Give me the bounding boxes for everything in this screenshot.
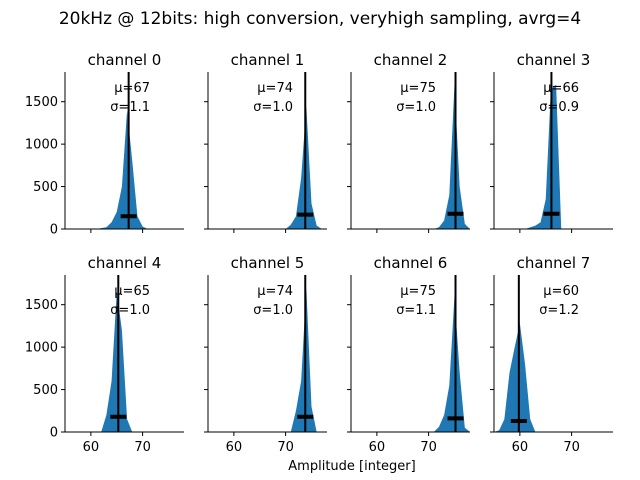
distribution-area [433, 296, 470, 432]
distribution-area [494, 323, 536, 432]
sigma-label: σ=1.0 [253, 303, 293, 318]
x-tick-label: 60 [226, 440, 243, 455]
panel-title: channel 6 [374, 254, 448, 272]
y-tick-label: 500 [33, 180, 58, 195]
figure-title: 20kHz @ 12bits: high conversion, veryhig… [59, 9, 581, 29]
y-tick-label: 0 [50, 426, 58, 441]
panel-title: channel 5 [231, 254, 305, 272]
panel-channel-4: 0 500 1000 1500 60 70 channel 4 μ=65 σ=1.0 [25, 254, 184, 455]
y-tick-label: 1500 [25, 95, 58, 110]
sigma-label: σ=1.0 [110, 303, 150, 318]
mu-label: μ=67 [114, 81, 150, 96]
panel-channel-2: channel 2 μ=75 σ=1.0 [347, 51, 470, 233]
x-tick-label: 70 [563, 440, 580, 455]
x-tick-label: 70 [134, 440, 151, 455]
panel-channel-5: 60 70 channel 5 μ=74 σ=1.0 [204, 254, 327, 455]
sigma-label: σ=1.0 [396, 100, 436, 115]
mu-label: μ=75 [400, 81, 436, 96]
distribution-area [285, 105, 322, 229]
y-tick-label: 1000 [25, 341, 58, 356]
panel-channel-7: 60 70 channel 7 μ=60 σ=1.2 [490, 254, 613, 455]
y-tick-label: 1000 [25, 138, 58, 153]
mu-label: μ=74 [257, 284, 293, 299]
x-tick-label: 60 [369, 440, 386, 455]
x-axis-label: Amplitude [integer] [288, 459, 415, 474]
panel-title: channel 3 [517, 51, 591, 69]
mu-label: μ=66 [543, 81, 579, 96]
distribution-area [290, 287, 317, 432]
mu-label: μ=74 [257, 81, 293, 96]
panel-title: channel 4 [88, 254, 162, 272]
mu-label: μ=60 [543, 284, 579, 299]
y-tick-label: 500 [33, 383, 58, 398]
panel-channel-6: 60 70 channel 6 μ=75 σ=1.1 [347, 254, 470, 455]
sigma-label: σ=1.1 [396, 303, 436, 318]
distribution-area [433, 84, 470, 229]
panel-title: channel 7 [517, 254, 591, 272]
sigma-label: σ=1.1 [110, 100, 150, 115]
panel-title: channel 1 [231, 51, 305, 69]
sigma-label: σ=1.2 [539, 303, 579, 318]
mu-label: μ=75 [400, 284, 436, 299]
panel-channel-0: 0 500 1000 1500 channel 0 μ=67 σ=1.1 [25, 51, 184, 238]
x-tick-label: 70 [277, 440, 294, 455]
panel-channel-1: channel 1 μ=74 σ=1.0 [204, 51, 327, 233]
panel-title: channel 2 [374, 51, 448, 69]
x-tick-label: 60 [512, 440, 529, 455]
panel-channel-3: channel 3 μ=66 σ=0.9 [490, 51, 613, 233]
x-tick-label: 60 [83, 440, 100, 455]
panels-layer: 0 500 1000 1500 channel 0 μ=67 σ=1.1 channel 1 μ… [25, 51, 613, 455]
y-tick-label: 1500 [25, 298, 58, 313]
x-tick-label: 70 [420, 440, 437, 455]
distribution-area [101, 291, 133, 432]
mu-label: μ=65 [114, 284, 150, 299]
y-tick-label: 0 [50, 223, 58, 238]
panel-title: channel 0 [88, 51, 162, 69]
distribution-area [96, 110, 148, 229]
sigma-label: σ=1.0 [253, 100, 293, 115]
sigma-label: σ=0.9 [539, 100, 579, 115]
